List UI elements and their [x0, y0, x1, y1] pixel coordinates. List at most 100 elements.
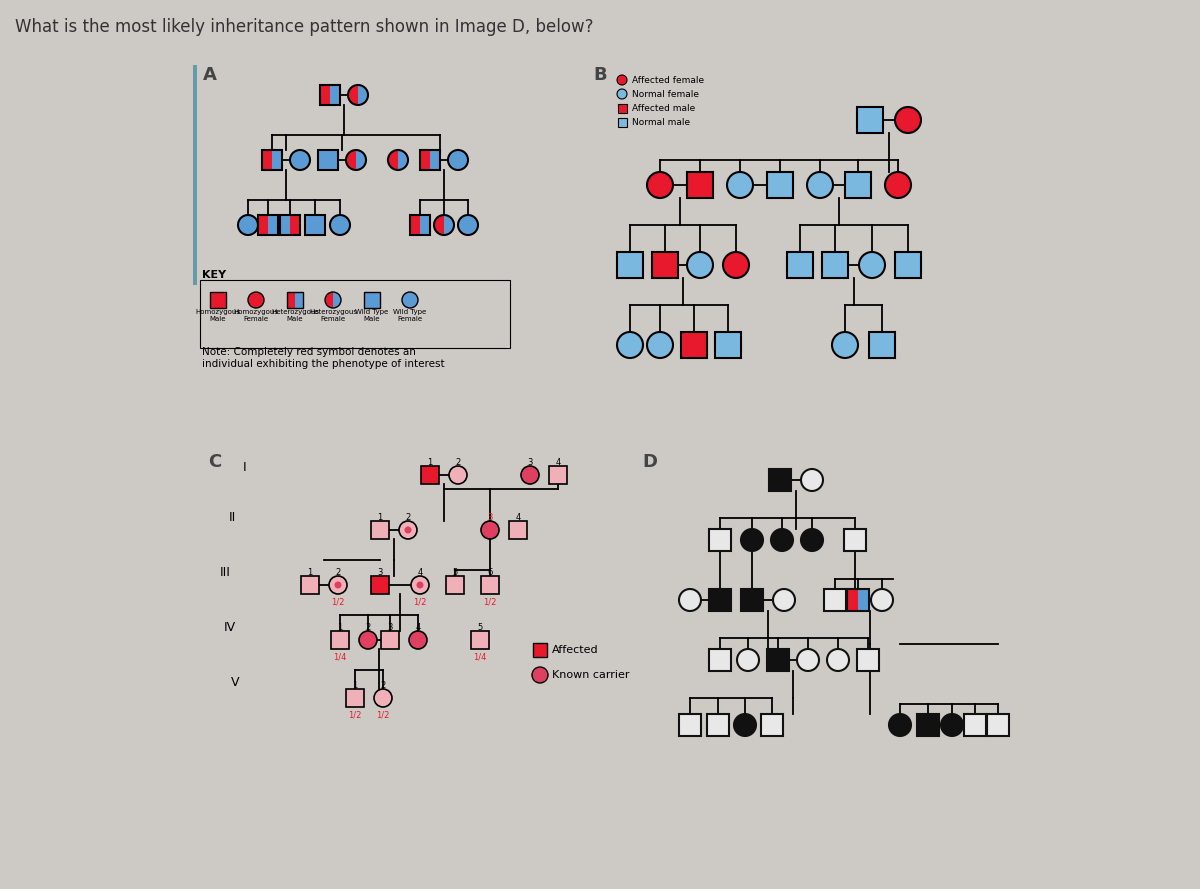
Text: Affected female: Affected female: [632, 76, 704, 84]
Wedge shape: [348, 85, 358, 105]
Bar: [410, 215, 420, 235]
Circle shape: [742, 529, 763, 551]
Circle shape: [802, 469, 823, 491]
Bar: [533, 643, 547, 657]
Circle shape: [521, 466, 539, 484]
Bar: [844, 529, 866, 551]
Text: 3: 3: [377, 567, 383, 576]
Bar: [330, 85, 340, 105]
Bar: [847, 589, 869, 611]
Bar: [320, 85, 340, 105]
Bar: [258, 215, 278, 235]
Circle shape: [679, 589, 701, 611]
Text: 4: 4: [515, 512, 521, 522]
Circle shape: [410, 576, 430, 594]
Circle shape: [374, 689, 392, 707]
Circle shape: [617, 75, 628, 85]
Wedge shape: [325, 292, 334, 308]
Circle shape: [941, 714, 964, 736]
Text: III: III: [220, 565, 230, 579]
Bar: [331, 631, 349, 649]
Text: Affected male: Affected male: [632, 103, 695, 113]
Text: Heterozygous
Male: Heterozygous Male: [271, 308, 319, 322]
Bar: [742, 589, 763, 611]
Circle shape: [290, 150, 310, 170]
Circle shape: [832, 332, 858, 358]
Text: 2: 2: [380, 680, 385, 690]
Text: 2: 2: [406, 512, 410, 522]
Bar: [709, 589, 731, 611]
Bar: [679, 714, 701, 736]
Circle shape: [889, 714, 911, 736]
Text: 1/2: 1/2: [377, 710, 390, 719]
Text: What is the most likely inheritance pattern shown in Image D, below?: What is the most likely inheritance patt…: [14, 18, 594, 36]
Circle shape: [532, 667, 548, 683]
Circle shape: [449, 466, 467, 484]
Wedge shape: [434, 215, 444, 235]
Circle shape: [859, 252, 886, 278]
Circle shape: [734, 714, 756, 736]
Text: individual exhibiting the phenotype of interest: individual exhibiting the phenotype of i…: [202, 359, 445, 369]
Bar: [618, 103, 626, 113]
Text: Wild Type
Male: Wild Type Male: [355, 308, 389, 322]
Text: D: D: [642, 453, 658, 471]
Bar: [857, 649, 878, 671]
Text: 3: 3: [487, 512, 493, 522]
Circle shape: [773, 589, 796, 611]
Bar: [371, 576, 389, 594]
Text: Affected: Affected: [552, 645, 599, 655]
Bar: [305, 215, 325, 235]
Wedge shape: [388, 150, 398, 170]
Circle shape: [722, 252, 749, 278]
Text: KEY: KEY: [202, 270, 226, 280]
Text: II: II: [228, 510, 235, 524]
Bar: [420, 150, 430, 170]
Circle shape: [248, 292, 264, 308]
Bar: [964, 714, 986, 736]
Bar: [787, 252, 814, 278]
Text: 1: 1: [427, 458, 433, 467]
Wedge shape: [334, 292, 341, 308]
Bar: [824, 589, 846, 611]
Circle shape: [330, 215, 350, 235]
Bar: [287, 292, 295, 308]
Text: I: I: [244, 461, 247, 474]
Circle shape: [409, 631, 427, 649]
Text: Heterozygous
Female: Heterozygous Female: [310, 308, 358, 322]
Bar: [382, 631, 398, 649]
Text: 2: 2: [335, 567, 341, 576]
Circle shape: [802, 529, 823, 551]
Bar: [371, 521, 389, 539]
Circle shape: [871, 589, 893, 611]
Bar: [767, 649, 790, 671]
Circle shape: [404, 526, 412, 533]
Bar: [709, 529, 731, 551]
Wedge shape: [444, 215, 454, 235]
Text: 1: 1: [353, 680, 358, 690]
Bar: [709, 649, 731, 671]
Bar: [346, 689, 364, 707]
Bar: [707, 714, 730, 736]
Text: Homozygous
Female: Homozygous Female: [234, 308, 278, 322]
Bar: [420, 215, 430, 235]
Bar: [986, 714, 1009, 736]
Text: Wild Type
Female: Wild Type Female: [394, 308, 427, 322]
Text: 1/4: 1/4: [334, 653, 347, 661]
Text: 3: 3: [527, 458, 533, 467]
Circle shape: [458, 215, 478, 235]
Bar: [686, 172, 713, 198]
Bar: [481, 576, 499, 594]
Text: 4: 4: [415, 622, 421, 631]
Text: Note: Completely red symbol denotes an: Note: Completely red symbol denotes an: [202, 347, 416, 357]
Circle shape: [402, 292, 418, 308]
Text: 1/4: 1/4: [473, 653, 487, 661]
Bar: [550, 466, 568, 484]
Bar: [320, 85, 330, 105]
Circle shape: [448, 150, 468, 170]
Bar: [258, 215, 268, 235]
Text: 1: 1: [377, 512, 383, 522]
Text: Normal male: Normal male: [632, 117, 690, 126]
Circle shape: [686, 252, 713, 278]
Text: 1/2: 1/2: [484, 597, 497, 606]
Bar: [822, 252, 848, 278]
